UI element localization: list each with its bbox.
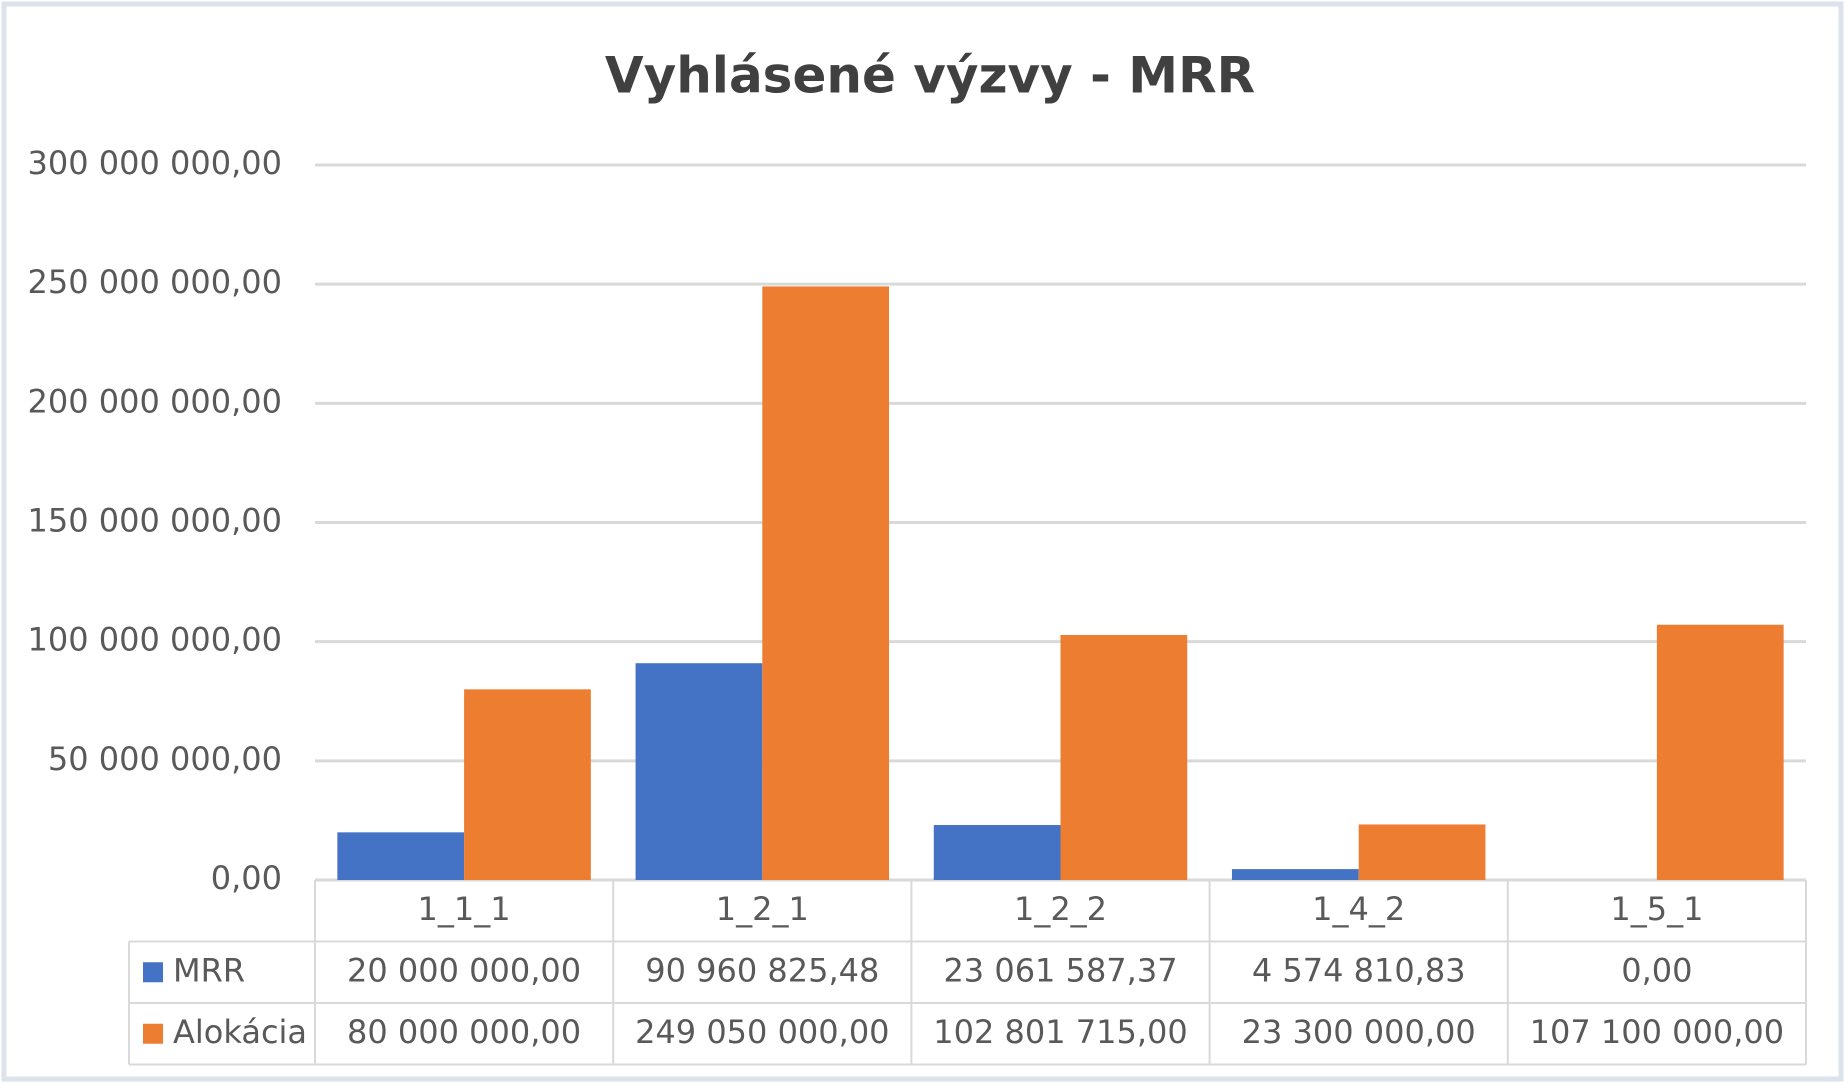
y-tick-label: 300 000 000,00 [28, 144, 282, 182]
data-table-value: 23 061 587,37 [943, 951, 1177, 989]
data-table-value: 4 574 810,83 [1252, 951, 1466, 989]
bar [1231, 869, 1359, 880]
x-tick-label: 1_5_1 [1610, 890, 1703, 928]
x-tick-label: 1_2_2 [1014, 890, 1107, 928]
legend-swatch [143, 1023, 163, 1044]
bar [1060, 634, 1188, 880]
bar [337, 832, 465, 880]
chart-title: Vyhlásené výzvy - MRR [605, 47, 1255, 105]
bar [933, 825, 1061, 880]
bar [762, 286, 890, 880]
legend-swatch [143, 962, 163, 983]
bar [635, 663, 763, 880]
data-table-value: 0,00 [1621, 951, 1692, 989]
bar [464, 689, 591, 880]
bar [1656, 624, 1784, 880]
y-tick-label: 200 000 000,00 [28, 382, 282, 420]
y-tick-label: 50 000 000,00 [48, 740, 282, 778]
x-tick-label: 1_1_1 [418, 890, 511, 928]
y-tick-label: 150 000 000,00 [28, 502, 282, 540]
data-table-value: 80 000 000,00 [347, 1013, 581, 1051]
y-tick-label: 0,00 [211, 859, 282, 897]
data-table-value: 23 300 000,00 [1242, 1013, 1476, 1051]
data-table-value: 249 050 000,00 [635, 1013, 889, 1051]
data-table-value: 107 100 000,00 [1530, 1013, 1784, 1051]
y-tick-label: 250 000 000,00 [28, 263, 282, 301]
x-tick-label: 1_2_1 [716, 890, 809, 928]
y-tick-label: 100 000 000,00 [28, 621, 282, 659]
data-table-value: 102 801 715,00 [933, 1013, 1187, 1051]
legend-label: Alokácia [173, 1013, 307, 1051]
data-table-value: 90 960 825,48 [645, 951, 879, 989]
legend-label: MRR [173, 951, 245, 989]
data-table-value: 20 000 000,00 [347, 951, 581, 989]
bar [1358, 824, 1486, 880]
x-tick-label: 1_4_2 [1312, 890, 1405, 928]
